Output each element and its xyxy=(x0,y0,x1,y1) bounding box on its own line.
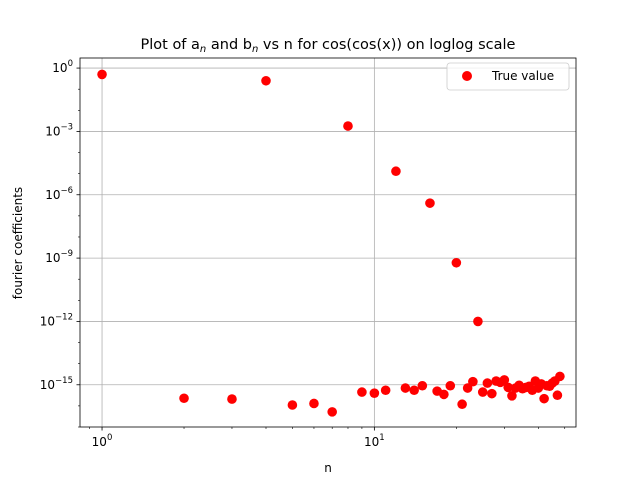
data-point xyxy=(417,380,428,391)
y-axis-label: fourier coefficients xyxy=(11,187,25,299)
y-tick-label: 10−12 xyxy=(40,312,73,328)
data-point xyxy=(439,389,449,400)
data-point xyxy=(503,382,513,393)
data-point xyxy=(487,388,497,399)
data-point xyxy=(97,69,107,80)
data-point xyxy=(451,257,462,268)
data-point xyxy=(343,121,353,131)
data-point xyxy=(482,378,493,388)
x-tick-label: 100 xyxy=(92,433,113,449)
data-point xyxy=(477,387,488,397)
x-axis-label: n xyxy=(324,461,332,475)
y-tick-label: 10−9 xyxy=(45,249,73,265)
data-point xyxy=(227,394,237,404)
data-point xyxy=(473,316,483,327)
data-point xyxy=(380,385,391,396)
y-tick-label: 10−3 xyxy=(45,122,73,138)
data-point xyxy=(179,393,189,404)
data-point xyxy=(552,390,563,401)
y-tick-label: 10−15 xyxy=(40,376,73,392)
data-point xyxy=(462,383,473,393)
y-axis-ticks: 100 10−3 10−6 10−9 10−12 10−15 xyxy=(40,59,80,392)
y-tick-label: 100 xyxy=(52,59,73,75)
legend-box xyxy=(446,62,570,91)
data-point xyxy=(539,393,549,404)
x-tick-label: 101 xyxy=(364,433,385,449)
legend: True value xyxy=(446,62,570,91)
data-point xyxy=(457,399,467,410)
data-point xyxy=(555,371,565,382)
data-point xyxy=(369,388,380,398)
grid xyxy=(80,58,576,427)
x-axis-ticks: 100 101 xyxy=(92,427,385,449)
data-point xyxy=(499,375,510,385)
legend-label: True value xyxy=(491,69,554,83)
data-point xyxy=(425,198,435,208)
data-points xyxy=(97,69,565,417)
data-point xyxy=(507,391,517,401)
legend-marker xyxy=(462,71,472,81)
data-point xyxy=(357,387,367,397)
chart-title: Plot of an and bn vs n for cos(cos(x)) o… xyxy=(141,37,516,55)
data-point xyxy=(391,166,401,177)
title-subscript-a: n xyxy=(200,44,206,55)
data-point xyxy=(445,380,456,391)
data-point xyxy=(468,376,478,387)
data-point xyxy=(400,383,411,393)
data-point xyxy=(261,75,271,86)
title-subscript-b: n xyxy=(252,44,258,55)
plot-area-frame xyxy=(79,57,577,428)
y-tick-label: 10−6 xyxy=(45,186,73,202)
data-point xyxy=(309,398,319,409)
data-point xyxy=(287,400,298,410)
data-point xyxy=(327,407,337,417)
data-point xyxy=(409,385,419,396)
